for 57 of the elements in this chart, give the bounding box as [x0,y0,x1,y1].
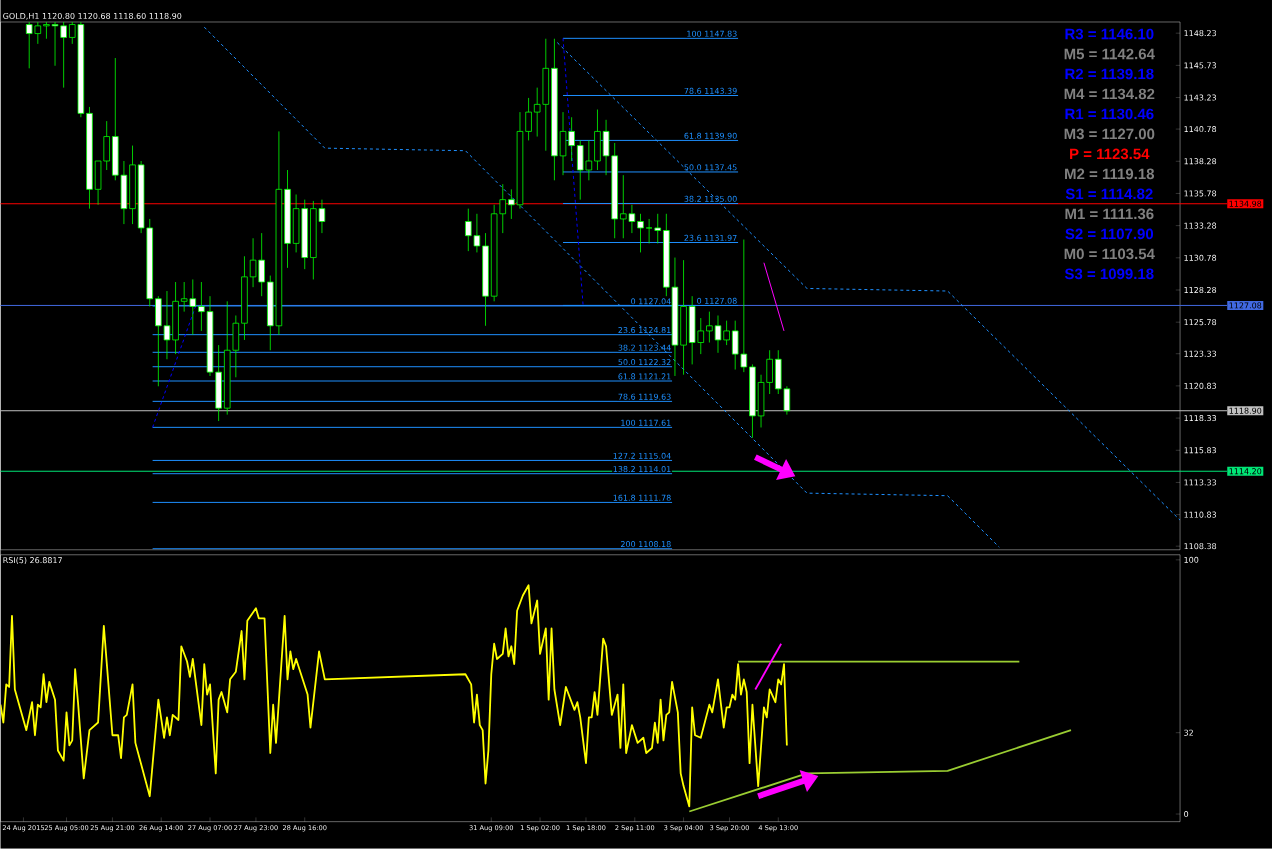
series-label: 23.6 1131.97 [684,235,737,242]
y-tick-label: 0 [1184,811,1189,818]
series-label: 50.0 1137.45 [684,164,737,171]
series-label: 127.2 1115.04 [613,452,671,460]
series-label: 78.6 1143.39 [684,88,737,95]
series-label: 38.2 1123.44 [618,344,671,351]
annotation: M4 = 1134.82 [1064,88,1155,100]
annotation: M2 = 1119.18 [1065,168,1155,180]
series-label: 0 1127.04 [631,298,671,305]
annotation: M3 = 1127.00 [1064,128,1155,140]
annotation: R1 = 1130.46 [1065,108,1154,120]
series-label: 0 1127.08 [697,297,737,305]
ref-line-label: 1118.90 [1229,407,1262,414]
chart-title: GOLD,H1 1120.80 1120.68 1118.60 1118.90 [3,13,182,20]
series-label: 138.2 1114.01 [613,466,671,473]
series-label: 200 1108.18 [620,541,671,548]
series-label: 161.8 1111.78 [613,494,671,501]
y-tick-label: 1135.78 [1184,190,1217,197]
chart-title: RSI(5) 26.8817 [3,557,62,565]
series-label: 78.6 1119.63 [618,393,671,400]
y-tick-label: 1143.23 [1184,94,1217,101]
y-tick-label: 1118.33 [1184,415,1217,422]
annotation: M0 = 1103.54 [1064,248,1155,260]
series-label: 100 1117.61 [621,419,671,426]
annotation: M5 = 1142.64 [1064,48,1155,60]
y-tick-label: 1138.28 [1184,158,1217,165]
y-tick-label: 1145.73 [1184,62,1217,69]
y-tick-label: 1140.78 [1184,126,1217,133]
series-label: 23.6 1124.81 [618,327,671,334]
annotation: R3 = 1146.10 [1065,28,1154,40]
y-tick-label: 1130.78 [1184,254,1217,262]
y-tick-label: 1110.83 [1184,511,1217,518]
annotation: R2 = 1139.18 [1065,68,1154,80]
y-tick-label: 1113.33 [1184,479,1217,486]
annotation: P = 1123.54 [1070,148,1150,160]
ref-line-label: 1114.20 [1229,468,1262,475]
y-tick-label: 100 [1184,557,1199,564]
series-label: 61.8 1139.90 [684,132,737,139]
annotation: M1 = 1111.36 [1065,208,1154,220]
annotation: S3 = 1099.18 [1064,268,1154,280]
annotation: S1 = 1114.82 [1065,188,1153,200]
y-tick-label: 32 [1184,729,1193,736]
series-label: 100 1147.83 [687,30,737,37]
y-tick-label: 1125.78 [1184,319,1217,326]
y-tick-label: 1128.28 [1184,287,1217,294]
y-tick-label: 1123.33 [1184,350,1217,357]
series-label: 50.0 1122.32 [618,359,671,366]
y-tick-label: 1120.83 [1184,383,1217,390]
ref-line-label: 1127.08 [1229,302,1262,309]
y-tick-label: 1148.23 [1184,30,1217,37]
y-tick-label: 1115.83 [1184,447,1217,454]
y-tick-label: 1133.28 [1184,222,1217,229]
ref-line-label: 1134.98 [1229,200,1262,207]
annotation: S2 = 1107.90 [1065,228,1154,240]
series-label: 61.8 1121.21 [618,373,671,380]
y-tick-label: 1108.38 [1184,543,1217,550]
series-label: 38.2 1135.00 [684,196,737,203]
